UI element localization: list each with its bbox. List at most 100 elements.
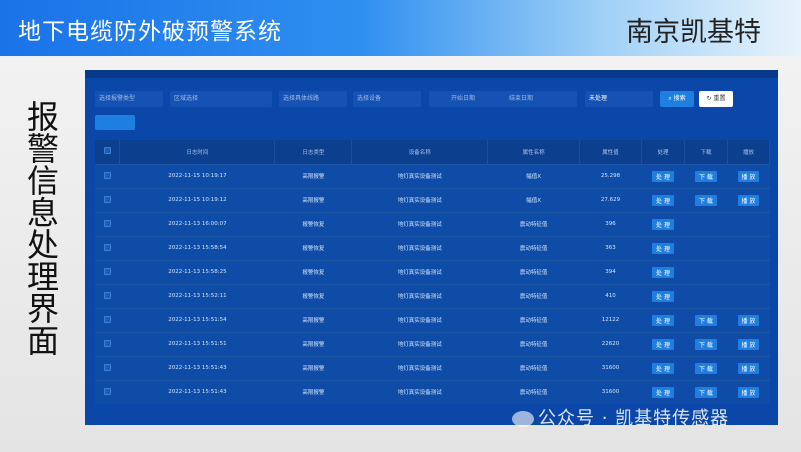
play-cell: 播 放	[727, 379, 770, 404]
download-button[interactable]: 下 载	[695, 338, 717, 350]
log-type: 报警恢复	[274, 235, 352, 260]
process-cell: 处 理	[641, 235, 685, 260]
download-button[interactable]: 下 载	[695, 362, 717, 374]
download-button[interactable]: 下 载	[695, 194, 717, 206]
download-cell: 下 载	[684, 307, 728, 332]
log-time: 2022-11-13 15:58:25	[119, 259, 275, 284]
download-button[interactable]: 下 载	[695, 314, 717, 326]
table-row: 2022-11-13 15:51:54 高限报警 地灯真实设备测试 震动特征值 1212…	[95, 307, 770, 332]
reset-label: 重置	[713, 95, 726, 102]
log-type: 高限报警	[274, 187, 352, 212]
attribute-name: 震动特征值	[487, 259, 580, 284]
download-cell	[684, 235, 728, 260]
search-label: 搜索	[673, 95, 686, 102]
download-cell: 下 载	[684, 379, 728, 404]
play-button[interactable]: 播 放	[737, 314, 760, 326]
row-checkbox[interactable]	[103, 363, 111, 371]
process-cell: 处 理	[641, 379, 685, 404]
attribute-value: 410	[579, 283, 642, 308]
row-select-cell	[95, 331, 120, 356]
download-cell: 下 载	[684, 331, 728, 356]
table-row: 2022-11-13 16:00:07 报警恢复 地灯真实设备测试 震动特征值 396 处…	[95, 211, 770, 236]
status-select[interactable]: 未处理	[585, 91, 653, 107]
alarm-type-select[interactable]: 选择报警类型	[95, 91, 163, 107]
column-header: 属性值	[579, 140, 643, 164]
play-button[interactable]: 播 放	[737, 362, 760, 374]
row-select-cell	[95, 211, 120, 236]
process-button[interactable]: 处 理	[652, 170, 674, 182]
row-checkbox[interactable]	[103, 195, 111, 203]
attribute-value: 12122	[579, 307, 642, 332]
process-button[interactable]: 处 理	[652, 386, 674, 398]
row-checkbox[interactable]	[103, 267, 111, 275]
row-checkbox[interactable]	[103, 315, 111, 323]
device-name: 地灯真实设备测试	[351, 211, 488, 236]
process-cell: 处 理	[641, 283, 685, 308]
table-row: 2022-11-13 15:51:51 高限报警 地灯真实设备测试 震动特征值 2262…	[95, 331, 770, 356]
play-button[interactable]: 播 放	[737, 338, 760, 350]
table-row: 2022-11-13 15:52:11 报警恢复 地灯真实设备测试 震动特征值 410 处…	[95, 283, 770, 308]
search-button[interactable]: ⌕ 搜索	[660, 91, 694, 107]
reset-button[interactable]: ↻ 重置	[699, 91, 733, 107]
process-button[interactable]: 处 理	[652, 266, 674, 278]
process-button[interactable]: 处 理	[652, 242, 674, 254]
process-button[interactable]: 处 理	[652, 218, 674, 230]
play-button[interactable]: 播 放	[737, 170, 760, 182]
row-checkbox[interactable]	[103, 243, 111, 251]
log-type: 报警恢复	[274, 211, 352, 236]
column-header: 处理	[641, 140, 685, 164]
date-range[interactable]: 开始日期 结束日期	[429, 91, 577, 107]
row-checkbox[interactable]	[103, 171, 111, 179]
row-checkbox[interactable]	[103, 219, 111, 227]
attribute-value: 394	[579, 259, 642, 284]
watermark: 公众号 · 凯基特传感器	[512, 404, 729, 430]
end-date[interactable]: 结束日期	[509, 95, 534, 102]
attribute-name: 震动特征值	[487, 235, 580, 260]
process-button[interactable]: 处 理	[652, 314, 674, 326]
row-checkbox[interactable]	[103, 291, 111, 299]
log-type: 报警恢复	[274, 259, 352, 284]
action-button[interactable]	[95, 115, 135, 130]
select-all-checkbox[interactable]	[103, 147, 111, 155]
side-title: 报警信息处理界面	[22, 100, 60, 356]
region-select[interactable]: 区域选择	[170, 91, 272, 107]
log-time: 2022-11-13 15:52:11	[119, 283, 275, 308]
log-time: 2022-11-15 10:19:12	[119, 187, 275, 212]
process-button[interactable]: 处 理	[652, 290, 674, 302]
wechat-icon	[512, 411, 534, 427]
attribute-name: 幅值X	[487, 187, 580, 212]
table-row: 2022-11-13 15:58:25 报警恢复 地灯真实设备测试 震动特征值 394 处…	[95, 259, 770, 284]
alarm-panel: 选择报警类型 区域选择 选择具体线路 选择设备 开始日期 结束日期 未处理 ⌕ 搜…	[85, 70, 778, 425]
app-title: 地下电缆防外破预警系统	[18, 19, 282, 45]
device-select[interactable]: 选择设备	[353, 91, 421, 107]
row-checkbox[interactable]	[103, 339, 111, 347]
download-button[interactable]: 下 载	[695, 386, 717, 398]
device-name: 地灯真实设备测试	[351, 379, 488, 404]
device-name: 地灯真实设备测试	[351, 259, 488, 284]
play-cell	[727, 283, 770, 308]
play-cell: 播 放	[727, 307, 770, 332]
start-date[interactable]: 开始日期	[451, 95, 476, 102]
log-type: 高限报警	[274, 307, 352, 332]
process-button[interactable]: 处 理	[652, 194, 674, 206]
line-select[interactable]: 选择具体线路	[279, 91, 347, 107]
row-select-cell	[95, 163, 120, 188]
download-cell: 下 载	[684, 163, 728, 188]
column-header: 属性名称	[487, 140, 581, 164]
alarm-table: 日志时间 日志类型 设备名称 属性名称 属性值 处理 下载 播放 2022-11-15 10:…	[95, 140, 771, 404]
download-cell	[684, 259, 728, 284]
process-button[interactable]: 处 理	[652, 362, 674, 374]
play-button[interactable]: 播 放	[737, 386, 760, 398]
process-cell: 处 理	[641, 163, 685, 188]
row-checkbox[interactable]	[103, 387, 111, 395]
process-cell: 处 理	[641, 259, 685, 284]
log-type: 高限报警	[274, 379, 352, 404]
column-header: 下载	[684, 140, 728, 164]
play-cell	[727, 259, 770, 284]
table-row: 2022-11-13 15:51:43 高限报警 地灯真实设备测试 震动特征值 3160…	[95, 355, 770, 380]
filter-bar: 选择报警类型 区域选择 选择具体线路 选择设备 开始日期 结束日期 未处理 ⌕ 搜…	[95, 91, 768, 107]
play-button[interactable]: 播 放	[737, 194, 760, 206]
download-cell	[684, 283, 728, 308]
process-button[interactable]: 处 理	[652, 338, 674, 350]
download-button[interactable]: 下 载	[695, 170, 717, 182]
